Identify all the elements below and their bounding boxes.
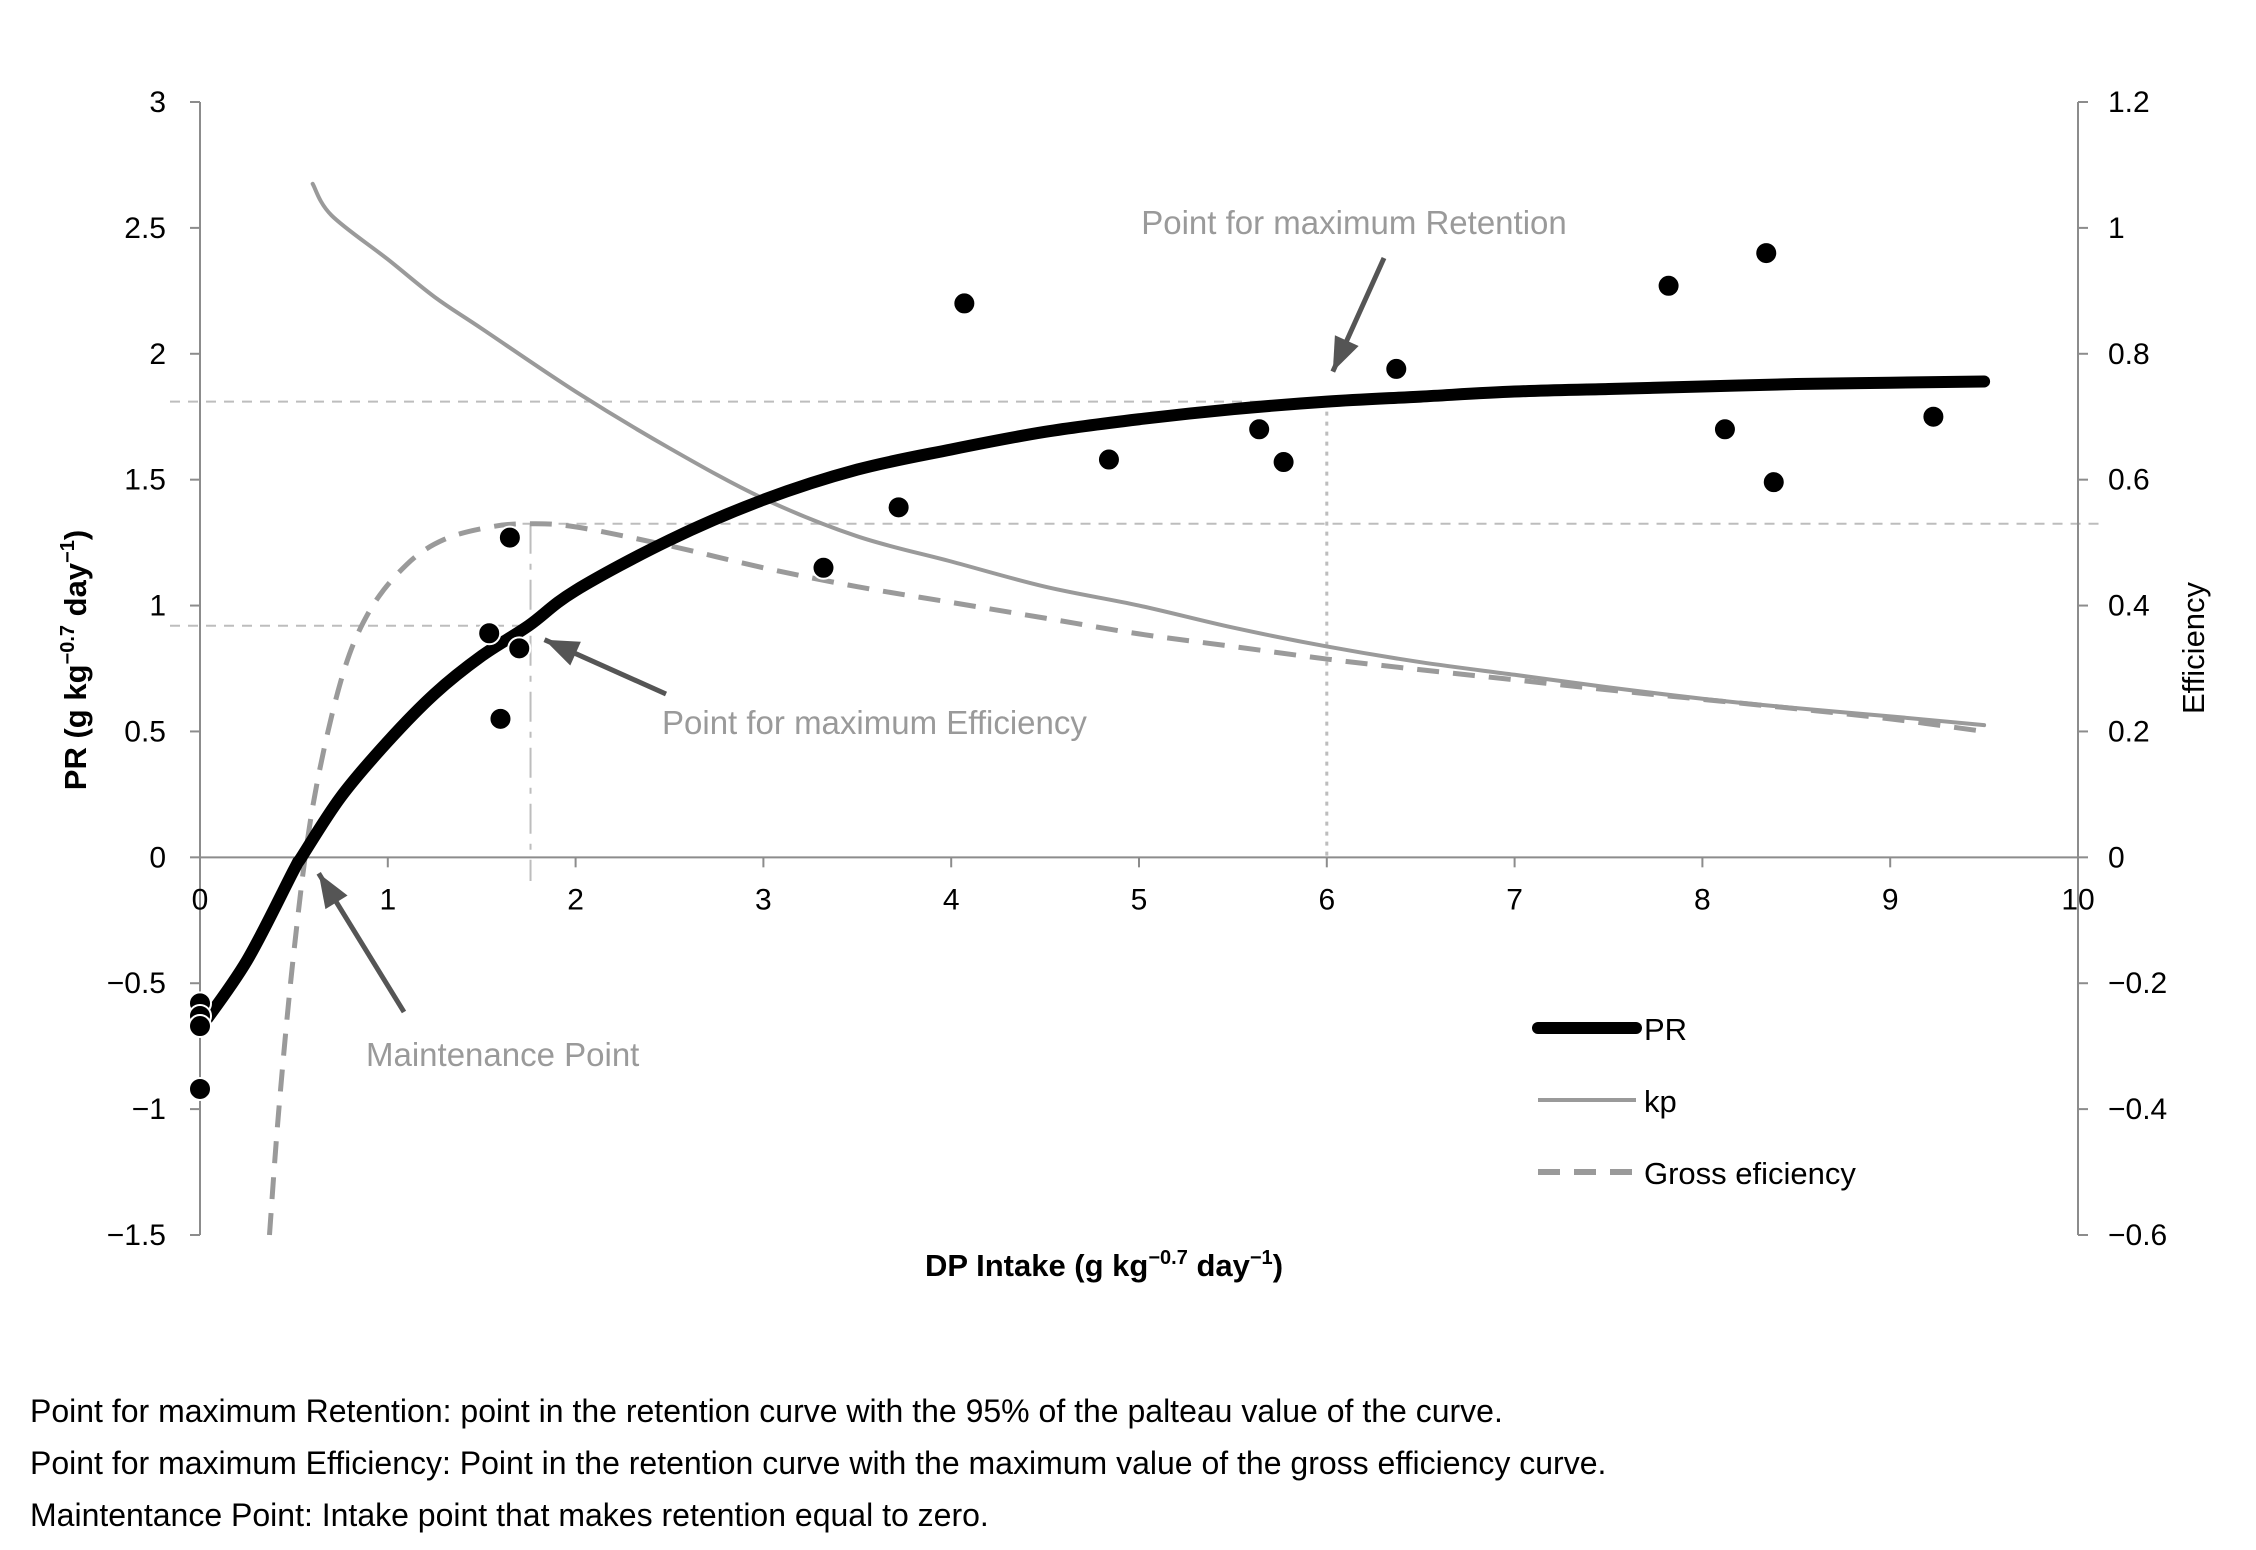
series-line-pr: [194, 375, 1991, 1035]
note-max-efficiency: Point for maximum Efficiency: Point in t…: [30, 1445, 1607, 1481]
y2-tick-label: 0.8: [2108, 338, 2150, 371]
data-point: [1712, 417, 1737, 442]
data-point: [1247, 417, 1272, 442]
y-tick-label: 2.5: [124, 212, 166, 245]
arrow-max-retention-head: [1332, 335, 1359, 372]
legend-label-pr: PR: [1644, 1012, 1687, 1047]
y-tick-label: −0.5: [107, 967, 166, 1000]
legend: PR kp Gross eficiency: [1532, 1012, 1856, 1191]
reference-lines: [170, 400, 2100, 881]
data-point: [188, 1014, 212, 1039]
data-point: [1271, 450, 1296, 475]
data-point: [507, 636, 532, 661]
x-tick-label: 10: [2061, 883, 2094, 916]
x-tick-label: 1: [379, 883, 396, 916]
y2-tick-label: −0.6: [2108, 1219, 2167, 1252]
y-tick-label: 0.5: [124, 715, 166, 748]
y2-tick-label: 0.4: [2108, 590, 2150, 623]
x-tick-label: 0: [192, 883, 209, 916]
y2-tick-label: 0: [2108, 841, 2125, 874]
x-tick-label: 8: [1694, 883, 1711, 916]
pr-efficiency-chart: 0 1 2 3 4 5 6 7 8 9 10 −1.5−1−0.500.511.522.53 −0.…: [57, 86, 2211, 1283]
y-tick-label: −1.5: [107, 1219, 166, 1252]
y2-tick-label: 0.2: [2108, 715, 2150, 748]
arrow-max-efficiency-head: [544, 639, 581, 666]
observation-points: [188, 241, 1946, 1101]
data-point: [497, 525, 522, 550]
legend-label-kp: kp: [1644, 1084, 1677, 1119]
data-point: [811, 555, 836, 580]
y2-tick-label: −0.4: [2108, 1093, 2167, 1126]
x-tick-label: 9: [1882, 883, 1899, 916]
legend-label-gross-eficiency: Gross eficiency: [1644, 1156, 1856, 1191]
x-axis-title: DP Intake (g kg−0.7 day−1): [925, 1247, 1283, 1283]
x-tick-label: 6: [1318, 883, 1335, 916]
y-tick-label: 1.5: [124, 464, 166, 497]
y-tick-label: 2: [149, 338, 166, 371]
x-tick-label: 4: [943, 883, 960, 916]
x-tick-label: 3: [755, 883, 772, 916]
x-ticks: 0 1 2 3 4 5 6 7 8 9 10: [192, 857, 2095, 916]
x-tick-label: 7: [1506, 883, 1523, 916]
data-point: [1384, 356, 1409, 381]
y2-tick-label: 1.2: [2108, 86, 2150, 119]
data-point: [1096, 447, 1121, 472]
y-ticks: −1.5 −1 −0.5 0 0.5 1 1.5 2 2.5 3: [107, 86, 200, 1252]
y2-ticks: −0.6 −0.4 −0.2 0 0.2 0.4 0.6 0.8 1 1.2: [2078, 86, 2167, 1252]
series-layer: [194, 181, 1991, 1236]
note-max-retention: Point for maximum Retention: point in th…: [30, 1393, 1503, 1429]
y2-tick-label: 0.6: [2108, 464, 2150, 497]
annotation-max-retention: Point for maximum Retention: [1141, 204, 1567, 241]
annotation-maintenance: Maintenance Point: [366, 1036, 639, 1073]
data-point: [1761, 470, 1786, 495]
y2-tick-label: 1: [2108, 212, 2125, 245]
data-point: [952, 291, 977, 316]
annotation-max-efficiency: Point for maximum Efficiency: [662, 704, 1087, 741]
data-point: [488, 706, 513, 731]
y2-axis-title: Efficiency: [2176, 581, 2211, 714]
y2-tick-label: −0.2: [2108, 967, 2167, 1000]
x-tick-label: 2: [567, 883, 584, 916]
series-line-gross-eficiency: [266, 521, 1985, 1236]
figure-notes: Point for maximum Retention: point in th…: [30, 1385, 2230, 1541]
y-tick-label: 1: [149, 590, 166, 623]
arrow-maintenance-head: [318, 873, 348, 910]
y-tick-label: −1: [132, 1093, 166, 1126]
data-point: [1656, 273, 1681, 298]
annotations: Point for maximum Retention Point for max…: [316, 204, 1567, 1073]
x-tick-label: 5: [1131, 883, 1148, 916]
data-point: [1921, 404, 1946, 429]
data-point: [188, 1076, 212, 1101]
data-point: [1754, 241, 1779, 266]
y-tick-label: 0: [149, 841, 166, 874]
data-point: [477, 621, 502, 646]
y-tick-label: 3: [149, 86, 166, 119]
y-axis-title: PR (g kg−0.7 day−1): [57, 530, 93, 790]
data-point: [886, 495, 911, 520]
note-maintenance: Maintentance Point: Intake point that ma…: [30, 1497, 989, 1533]
